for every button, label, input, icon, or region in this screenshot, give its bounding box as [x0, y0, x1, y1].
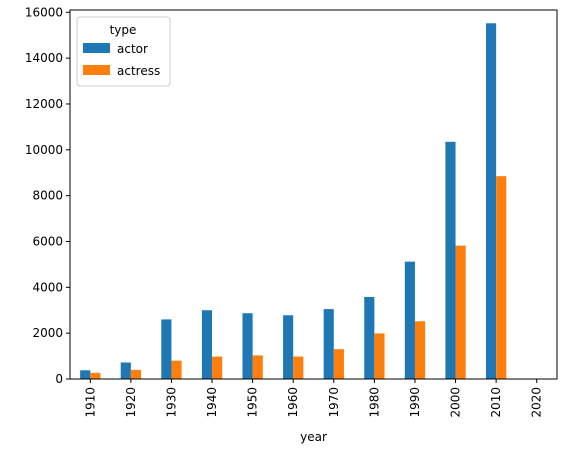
x-axis: 1910 1920 1930 1940 1950 1960 1970 1980 1990 2000… [83, 379, 544, 418]
plot-frame [69, 9, 558, 380]
bar-actress-1950 [252, 355, 263, 379]
legend-title: type [110, 23, 137, 37]
bar-actress-2000 [455, 245, 466, 379]
legend: type actor actress [76, 16, 171, 87]
x-tick-label: 1910 [83, 387, 97, 418]
legend-swatch-actor [83, 43, 110, 53]
bars-layer [80, 23, 507, 380]
bar-actor-1990 [404, 261, 415, 379]
bar-actor-2010 [485, 23, 497, 380]
y-tick-label: 12000 [25, 97, 63, 111]
bar-actor-1970 [323, 309, 334, 379]
bar-actress-1990 [414, 321, 426, 379]
x-tick-label: 1990 [408, 387, 422, 418]
bar-actress-2010 [496, 176, 507, 379]
x-tick-label: 2000 [449, 387, 463, 418]
bar-actor-1930 [161, 319, 172, 379]
legend-label-actor: actor [117, 42, 148, 56]
x-tick-label: 1970 [327, 387, 341, 418]
legend-label-actress: actress [117, 64, 160, 78]
y-tick-label: 0 [55, 372, 63, 386]
y-tick-label: 16000 [25, 5, 63, 19]
x-tick-label: 2020 [530, 387, 544, 418]
x-tick-label: 1930 [164, 387, 178, 418]
bar-actor-1960 [283, 315, 294, 379]
bar-actress-1940 [212, 356, 223, 379]
bar-actress-1920 [130, 369, 142, 379]
bar-actor-1940 [201, 310, 213, 379]
y-tick-label: 2000 [32, 326, 63, 340]
x-tick-label: 1980 [367, 387, 381, 418]
bar-actress-1960 [293, 356, 304, 379]
bar-actress-1910 [90, 372, 101, 379]
y-axis: 0 2000 4000 6000 8000 10000 12000 14000 16000 [25, 5, 70, 386]
y-tick-label: 6000 [32, 234, 63, 248]
bar-actress-1970 [333, 349, 344, 379]
bar-actor-2000 [445, 141, 456, 379]
y-tick-label: 14000 [25, 51, 63, 65]
bar-actor-1950 [242, 313, 253, 379]
y-tick-label: 10000 [25, 143, 63, 157]
bar-actor-1980 [364, 296, 375, 379]
y-tick-label: 4000 [32, 280, 63, 294]
bar-actress-1930 [171, 360, 182, 379]
x-tick-label: 2010 [489, 387, 503, 418]
x-tick-label: 1920 [124, 387, 138, 418]
x-tick-label: 1960 [286, 387, 300, 418]
legend-swatch-actress [83, 65, 110, 75]
x-tick-label: 1950 [246, 387, 260, 418]
bar-actor-1920 [120, 362, 131, 379]
y-tick-label: 8000 [32, 189, 63, 203]
x-axis-label: year [300, 430, 327, 444]
x-tick-label: 1940 [205, 387, 219, 418]
bar-actor-1910 [80, 370, 91, 379]
bar-actress-1980 [374, 333, 385, 379]
